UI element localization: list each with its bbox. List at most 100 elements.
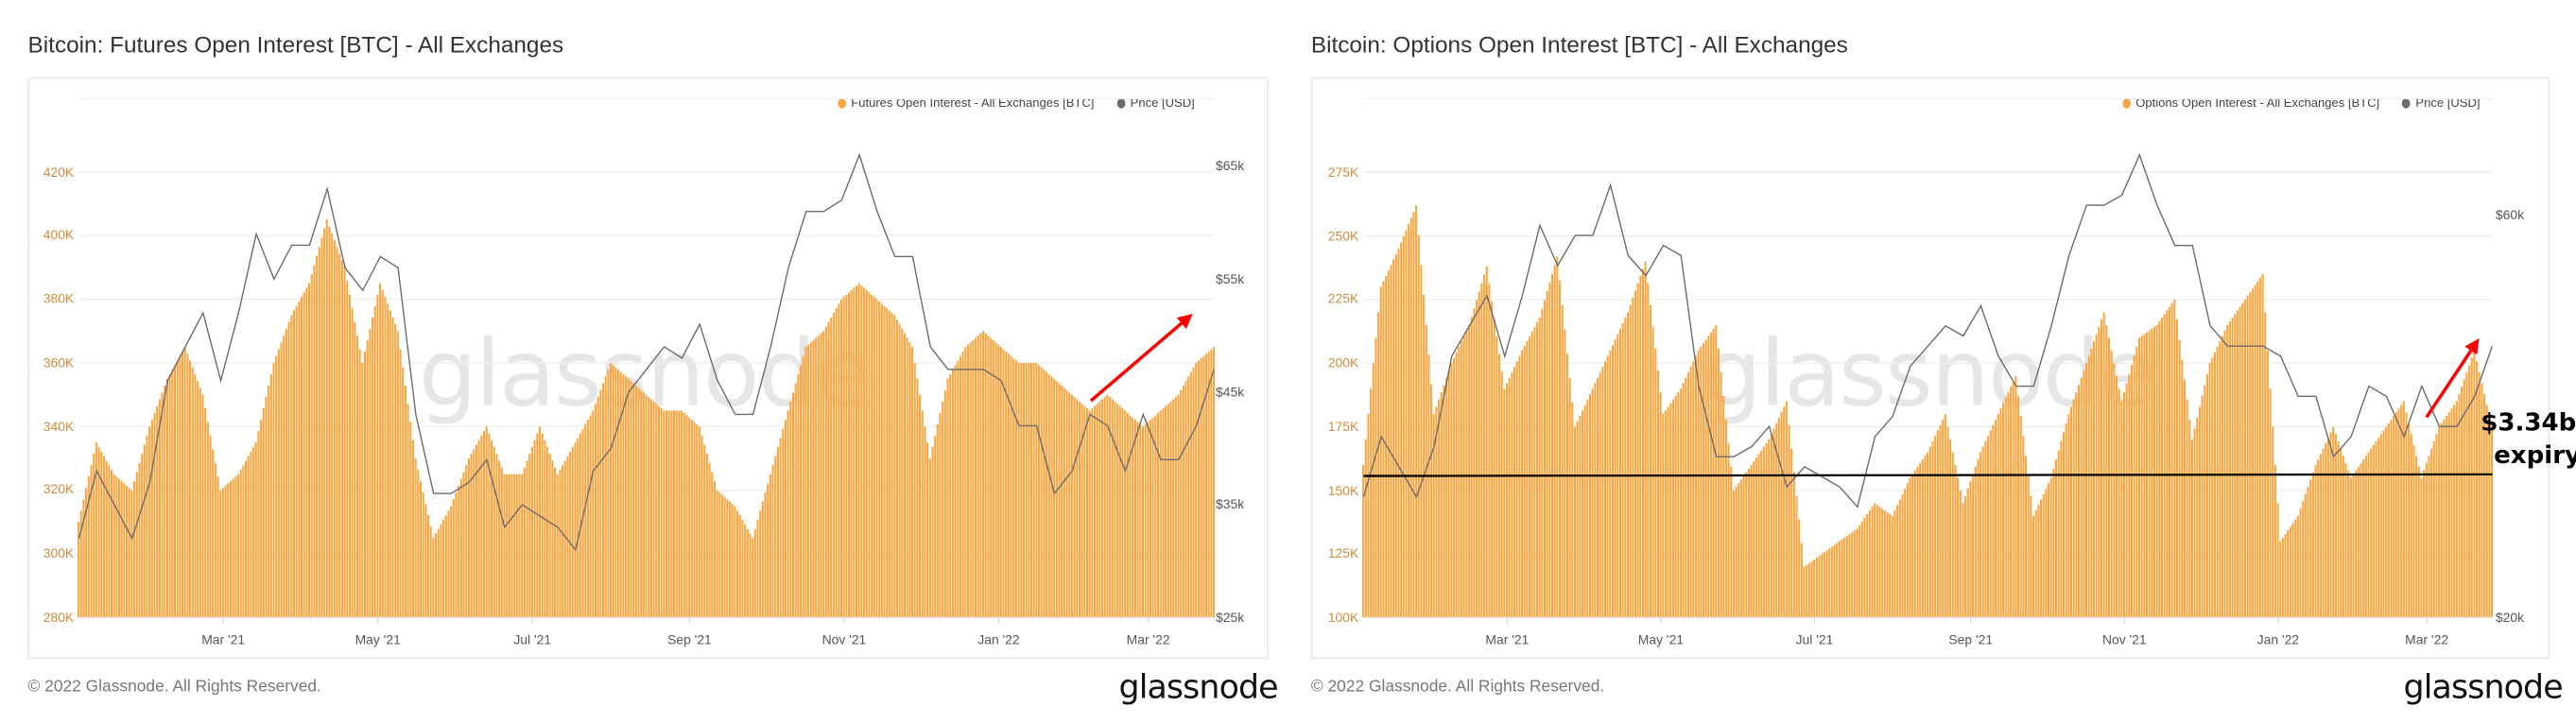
oi-bar bbox=[340, 260, 343, 618]
oi-bar bbox=[2226, 324, 2229, 618]
oi-bar bbox=[440, 524, 442, 618]
oi-bar bbox=[338, 253, 341, 618]
oi-bar bbox=[853, 287, 856, 618]
oi-bar bbox=[2205, 373, 2208, 618]
red-arrow-icon bbox=[1089, 321, 1183, 403]
oi-bar bbox=[435, 533, 438, 618]
oi-bar bbox=[1974, 466, 1977, 618]
oi-bar bbox=[429, 526, 432, 618]
oi-bar bbox=[1984, 440, 1987, 618]
oi-bar bbox=[331, 233, 334, 618]
oi-bar bbox=[432, 538, 435, 618]
oi-bar bbox=[133, 481, 136, 618]
oi-bar bbox=[675, 410, 678, 618]
oi-bar bbox=[424, 504, 427, 618]
oi-bar bbox=[387, 303, 389, 618]
oi-bar bbox=[857, 283, 860, 618]
oi-bar bbox=[191, 367, 194, 618]
oi-bar bbox=[1913, 470, 1916, 618]
oi-bar bbox=[1076, 399, 1079, 618]
oi-bar bbox=[2279, 541, 2282, 618]
oi-bar bbox=[2357, 466, 2360, 618]
oi-bar bbox=[1662, 414, 1665, 618]
oi-bar bbox=[2415, 456, 2418, 618]
oi-bar bbox=[990, 337, 993, 618]
oi-bar bbox=[2440, 422, 2443, 618]
oi-bar bbox=[667, 410, 670, 618]
oi-bar bbox=[1551, 273, 1554, 618]
oi-bar bbox=[2393, 416, 2395, 618]
oi-bar bbox=[2231, 318, 2234, 618]
x-axis-tick-label: Sep '21 bbox=[1948, 632, 1994, 647]
oi-bar bbox=[1641, 268, 1645, 618]
oi-bar bbox=[462, 472, 465, 618]
oi-bar bbox=[2234, 314, 2237, 618]
oi-bar bbox=[794, 383, 797, 618]
oi-bar bbox=[648, 397, 650, 618]
oi-bar bbox=[1450, 363, 1453, 618]
oi-bar bbox=[1603, 361, 1607, 618]
oi-bar bbox=[437, 528, 440, 618]
oi-bar bbox=[736, 510, 739, 618]
oi-bar bbox=[515, 474, 518, 618]
oi-bar bbox=[2152, 326, 2156, 618]
oi-bar bbox=[868, 292, 871, 618]
oi-bar bbox=[886, 308, 889, 618]
oi-bar bbox=[100, 451, 103, 618]
oi-bar bbox=[1530, 331, 1533, 618]
arrow-head-icon bbox=[2464, 338, 2480, 355]
oi-bar bbox=[1632, 298, 1634, 618]
oi-bar bbox=[1586, 399, 1589, 618]
oi-bar bbox=[1458, 346, 1461, 618]
oi-bar bbox=[165, 378, 168, 618]
oi-bar bbox=[657, 405, 660, 618]
oi-bar bbox=[2322, 448, 2325, 618]
oi-bar bbox=[2055, 459, 2058, 618]
oi-bar bbox=[1730, 466, 1733, 618]
oi-bar bbox=[2048, 483, 2050, 618]
oi-bar bbox=[285, 328, 287, 618]
oi-bar bbox=[999, 347, 1002, 618]
expiry-level-line bbox=[1363, 473, 2493, 477]
oi-bar bbox=[802, 355, 804, 618]
oi-bar bbox=[1485, 266, 1488, 618]
y-axis-tick-label: 100K bbox=[1327, 610, 1359, 626]
oi-bar bbox=[1581, 410, 1584, 618]
oi-bar bbox=[323, 228, 326, 618]
oi-bar bbox=[1601, 367, 1604, 618]
oi-bar bbox=[660, 408, 663, 618]
oi-bar bbox=[1382, 281, 1385, 618]
oi-bar bbox=[1999, 408, 2002, 618]
oi-bar bbox=[1798, 519, 1801, 618]
oi-bar bbox=[982, 331, 985, 618]
oi-bar bbox=[1139, 423, 1142, 618]
oi-bar bbox=[1136, 422, 1139, 618]
oi-bar bbox=[1936, 430, 1939, 618]
oi-bar bbox=[604, 376, 607, 618]
oi-bar bbox=[1197, 360, 1200, 618]
oi-bar bbox=[1553, 265, 1556, 618]
oi-bar bbox=[942, 401, 944, 618]
oi-bar bbox=[2476, 361, 2479, 618]
oi-bar bbox=[485, 426, 488, 618]
oi-bar bbox=[637, 388, 640, 618]
oi-bar bbox=[992, 339, 994, 618]
oi-bar bbox=[893, 315, 896, 618]
oi-bar bbox=[2100, 319, 2103, 618]
oi-bar bbox=[1425, 324, 1427, 618]
oi-bar bbox=[391, 317, 394, 618]
oi-bar bbox=[622, 373, 625, 618]
oi-bar bbox=[95, 442, 97, 618]
oi-bar bbox=[1096, 404, 1098, 618]
oi-bar bbox=[138, 462, 141, 618]
oi-bar bbox=[399, 349, 402, 618]
oi-bar bbox=[1715, 324, 1718, 618]
oi-bar bbox=[2256, 281, 2259, 618]
oi-bar bbox=[2470, 357, 2473, 618]
oi-bar bbox=[1876, 505, 1878, 618]
oi-bar bbox=[959, 355, 961, 618]
oi-bar bbox=[2294, 519, 2297, 618]
oi-bar bbox=[2299, 509, 2302, 618]
oi-bar bbox=[1924, 456, 1927, 618]
oi-bar bbox=[2012, 381, 2014, 618]
